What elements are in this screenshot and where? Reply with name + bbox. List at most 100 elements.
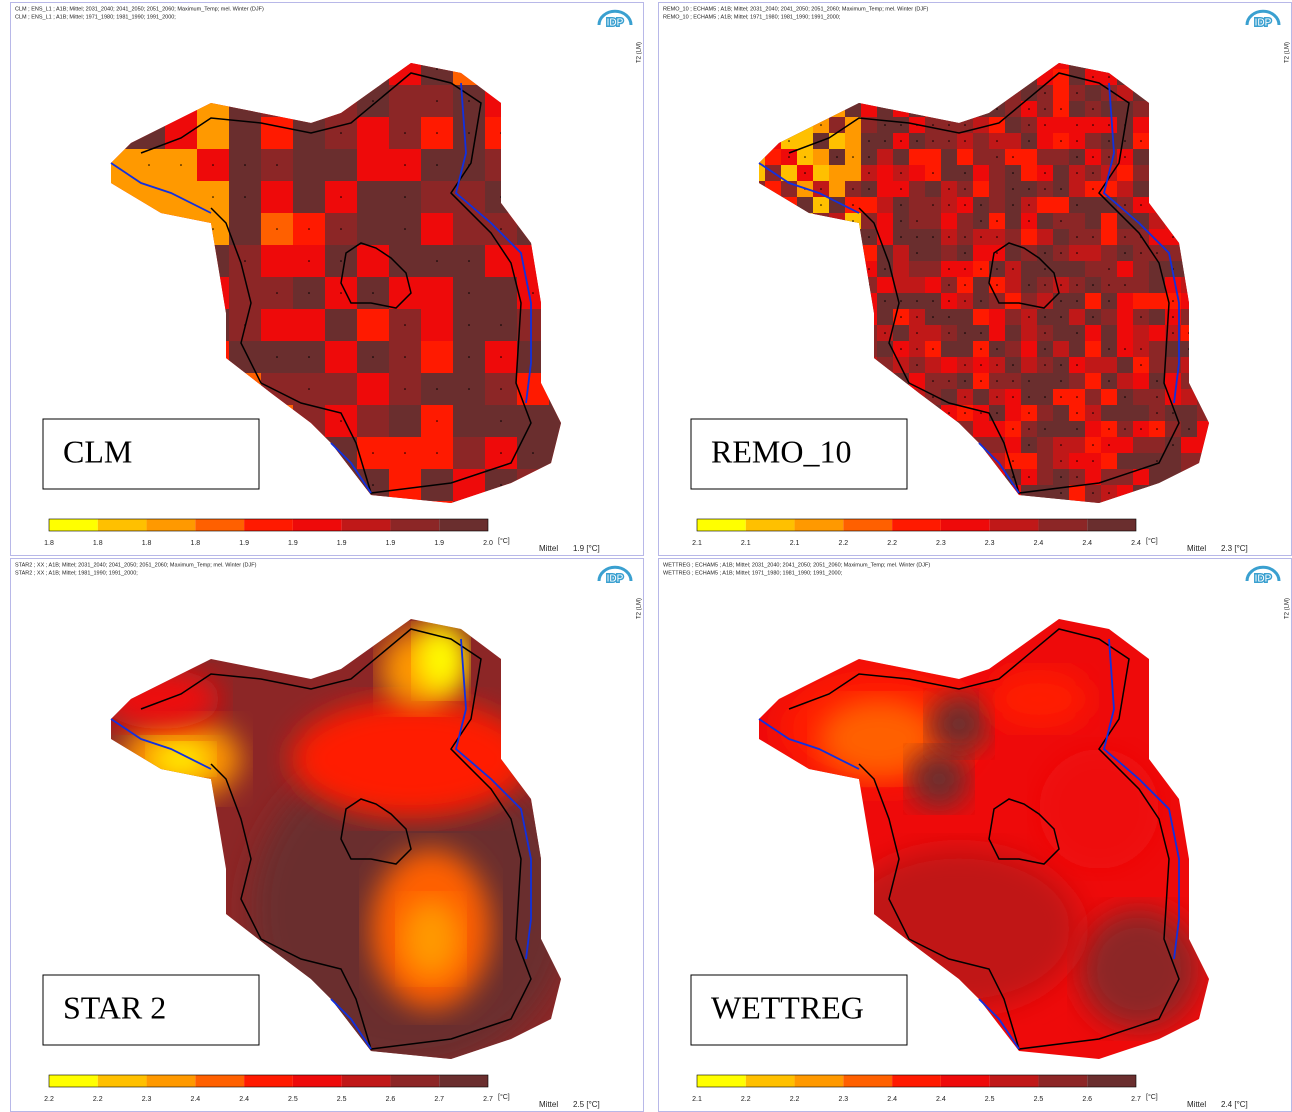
colorbar-tick-label: 2.4 — [239, 1096, 249, 1103]
grid-cell — [1117, 309, 1133, 325]
station-dot — [868, 412, 870, 414]
grid-cell — [133, 373, 165, 405]
station-dot — [804, 380, 806, 382]
grid-cell — [165, 373, 197, 405]
station-dot — [868, 236, 870, 238]
grid-cell — [765, 293, 781, 309]
station-dot — [116, 292, 118, 294]
station-dot — [340, 260, 342, 262]
grid-cell — [1213, 277, 1229, 293]
grid-cell — [909, 501, 925, 517]
station-dot — [436, 516, 438, 518]
colorbar-tick-label: 2.4 — [936, 1096, 946, 1103]
station-dot — [340, 68, 342, 70]
grid-cell — [549, 437, 581, 469]
grid-cell — [781, 213, 797, 229]
grid-cell — [1213, 469, 1229, 485]
station-dot — [1108, 76, 1110, 78]
station-dot — [996, 476, 998, 478]
grid-cell — [909, 53, 925, 69]
station-dot — [948, 236, 950, 238]
station-dot — [916, 236, 918, 238]
station-dot — [1060, 380, 1062, 382]
grid-cell — [829, 181, 845, 197]
grid-cell — [325, 149, 357, 181]
station-dot — [148, 228, 150, 230]
station-dot — [532, 452, 534, 454]
colorbar-tick-label: 2.0 — [483, 540, 493, 547]
station-dot — [1012, 428, 1014, 430]
station-dot — [1092, 156, 1094, 158]
grid-cell — [325, 469, 357, 501]
grid-cell — [925, 501, 941, 517]
grid-cell — [1085, 421, 1101, 437]
grid-cell — [1213, 69, 1229, 85]
grid-cell — [1005, 69, 1021, 85]
grid-cell — [813, 53, 829, 69]
grid-cell — [781, 373, 797, 389]
station-dot — [468, 292, 470, 294]
grid-cell — [845, 309, 861, 325]
grid-cell — [797, 389, 813, 405]
logo: IDP — [1255, 574, 1272, 585]
grid-cell — [1197, 277, 1213, 293]
grid-cell — [1181, 453, 1197, 469]
grid-cell — [957, 453, 973, 469]
station-dot — [756, 220, 758, 222]
grid-cell — [293, 469, 325, 501]
grid-cell — [797, 341, 813, 357]
station-dot — [1092, 172, 1094, 174]
grid-cell — [1133, 165, 1149, 181]
station-dot — [116, 356, 118, 358]
colorbar-tick-label: 1.8 — [142, 540, 152, 547]
station-dot — [244, 388, 246, 390]
station-dot — [532, 484, 534, 486]
station-dot — [980, 380, 982, 382]
station-dot — [932, 348, 934, 350]
grid-cell — [973, 277, 989, 293]
station-dot — [996, 108, 998, 110]
grid-cell — [229, 341, 261, 373]
grid-cell — [1117, 101, 1133, 117]
grid-cell — [1149, 69, 1165, 85]
station-dot — [996, 380, 998, 382]
station-dot — [1220, 476, 1222, 478]
station-dot — [980, 204, 982, 206]
station-dot — [468, 100, 470, 102]
station-dot — [852, 492, 854, 494]
grid-cell — [1085, 389, 1101, 405]
station-dot — [1060, 252, 1062, 254]
station-dot — [1204, 124, 1206, 126]
grid-cell — [1133, 117, 1149, 133]
grid-cell — [1069, 309, 1085, 325]
station-dot — [1092, 316, 1094, 318]
grid-cell — [197, 117, 229, 149]
colorbar-segment — [892, 1075, 941, 1087]
mean-label: Mittel — [539, 544, 558, 553]
station-dot — [1076, 92, 1078, 94]
grid-cell — [1197, 133, 1213, 149]
colorbar-segment — [49, 519, 98, 531]
station-dot — [564, 484, 566, 486]
station-dot — [1156, 156, 1158, 158]
grid-cell — [765, 501, 781, 517]
grid-cell — [165, 213, 197, 245]
station-dot — [1076, 204, 1078, 206]
colorbar-segment — [293, 1075, 342, 1087]
station-dot — [372, 452, 374, 454]
grid-cell — [101, 181, 133, 213]
grid-cell — [1037, 469, 1053, 485]
grid-cell — [1213, 437, 1229, 453]
station-dot — [964, 332, 966, 334]
grid-cell — [941, 437, 957, 453]
colorbar-segment — [244, 1075, 293, 1087]
grid-cell — [1069, 485, 1085, 501]
grid-cell — [797, 309, 813, 325]
grid-cell — [1181, 181, 1197, 197]
station-dot — [852, 348, 854, 350]
grid-cell — [1181, 197, 1197, 213]
station-dot — [932, 172, 934, 174]
station-dot — [1076, 236, 1078, 238]
colorbar-segment — [195, 519, 244, 531]
station-dot — [340, 132, 342, 134]
